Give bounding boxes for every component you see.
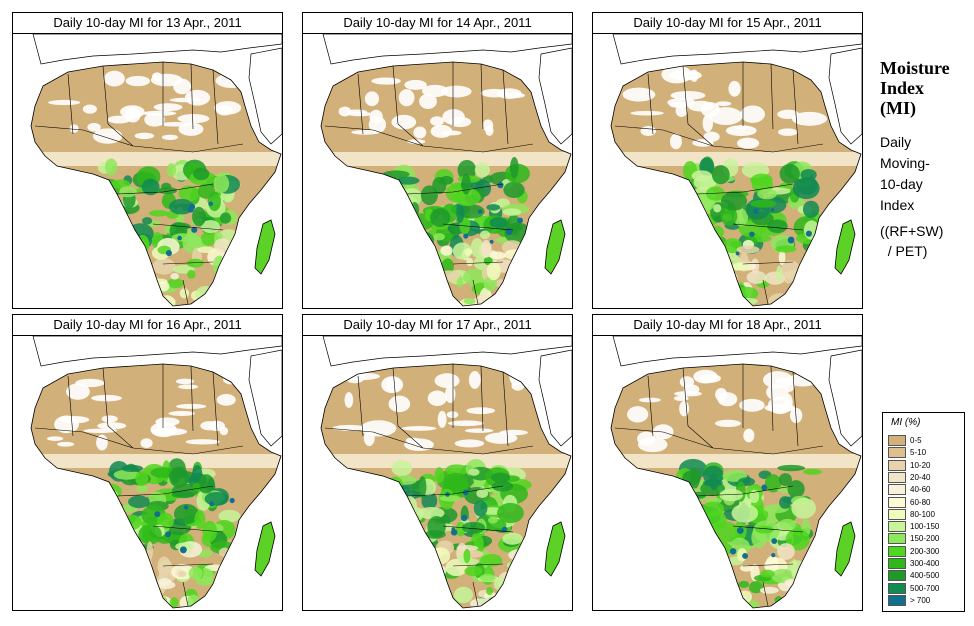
side-desc-line: Index — [880, 197, 915, 213]
side-desc-line: 10-day — [880, 176, 923, 192]
formula-line: ((RF+SW) — [880, 223, 944, 239]
legend-swatch — [888, 594, 906, 606]
africa-map — [12, 335, 283, 611]
side-title-line: Moisture — [880, 58, 950, 78]
legend: MI (%) 0-5 5-10 10-20 20-40 40-60 60-80 80-100… — [882, 412, 965, 612]
panel-title: Daily 10-day MI for 17 Apr., 2011 — [302, 314, 573, 336]
panel-title: Daily 10-day MI for 15 Apr., 2011 — [592, 12, 863, 34]
legend-label: 300-400 — [910, 559, 940, 568]
legend-title: MI (%) — [891, 417, 921, 428]
panel-title: Daily 10-day MI for 14 Apr., 2011 — [302, 12, 573, 34]
side-description: Daily Moving- 10-day Index — [880, 132, 930, 216]
legend-label: 80-100 — [910, 509, 935, 519]
side-title-line: Index — [880, 78, 925, 98]
africa-map — [302, 33, 573, 309]
formula-line: / PET) — [880, 243, 928, 259]
panel-title: Daily 10-day MI for 16 Apr., 2011 — [12, 314, 283, 336]
legend-label: 40-60 — [910, 485, 931, 495]
legend-swatch — [888, 533, 906, 545]
legend-item: 80-100 — [888, 508, 962, 520]
legend-swatch — [888, 459, 906, 471]
moisture-map — [30, 336, 282, 609]
legend-swatch — [888, 582, 906, 594]
side-desc-line: Moving- — [880, 155, 930, 171]
legend-item: 60-80 — [888, 496, 962, 508]
legend-item: 100-150 — [888, 521, 962, 533]
panel-title: Daily 10-day MI for 18 Apr., 2011 — [592, 314, 863, 336]
map-panel-16-apr: Daily 10-day MI for 16 Apr., 2011 — [12, 314, 283, 611]
moisture-map — [610, 336, 862, 609]
map-panel-15-apr: Daily 10-day MI for 15 Apr., 2011 — [592, 12, 863, 309]
legend-label: 200-300 — [910, 546, 940, 556]
legend-swatch — [888, 484, 906, 496]
legend-label: 5-10 — [910, 448, 927, 458]
legend-item: 40-60 — [888, 484, 962, 496]
legend-label: 150-200 — [910, 534, 940, 544]
legend-item: 200-300 — [888, 545, 962, 557]
legend-label: 500-700 — [910, 583, 940, 593]
legend-swatch — [888, 435, 906, 446]
legend-label: 20-40 — [910, 472, 931, 482]
moisture-map — [320, 336, 572, 609]
africa-map — [592, 335, 863, 611]
legend-item: 5-10 — [888, 447, 962, 459]
side-title-line: (MI) — [880, 98, 916, 118]
legend-swatch — [888, 570, 906, 582]
legend-item: 0-5 — [888, 435, 962, 446]
map-panel-17-apr: Daily 10-day MI for 17 Apr., 2011 — [302, 314, 573, 611]
legend-item: 10-20 — [888, 459, 962, 471]
legend-label: 400-500 — [910, 571, 940, 581]
legend-label: 10-20 — [910, 460, 931, 470]
map-panel-13-apr: Daily 10-day MI for 13 Apr., 2011 — [12, 12, 283, 309]
legend-item: 400-500 — [888, 570, 962, 582]
map-panel-18-apr: Daily 10-day MI for 18 Apr., 2011 — [592, 314, 863, 611]
legend-item: > 700 — [888, 594, 962, 606]
legend-swatch — [888, 508, 906, 520]
legend-swatch — [888, 521, 906, 533]
legend-label: 60-80 — [910, 497, 931, 507]
legend-swatch — [888, 545, 906, 557]
legend-swatch — [888, 447, 906, 459]
legend-item: 150-200 — [888, 533, 962, 545]
moisture-map — [30, 34, 282, 307]
legend-swatch — [888, 471, 906, 483]
moisture-map — [610, 34, 862, 307]
legend-item: 500-700 — [888, 582, 962, 594]
legend-swatch — [888, 496, 906, 508]
legend-item: 300-400 — [888, 558, 962, 569]
africa-map — [302, 335, 573, 611]
side-formula: ((RF+SW) / PET) — [880, 221, 943, 261]
legend-label: > 700 — [910, 595, 931, 605]
legend-item: 20-40 — [888, 471, 962, 483]
legend-label: 100-150 — [910, 522, 940, 532]
africa-map — [592, 33, 863, 309]
map-panel-14-apr: Daily 10-day MI for 14 Apr., 2011 — [302, 12, 573, 309]
moisture-map — [320, 34, 572, 307]
legend-label: 0-5 — [910, 436, 922, 445]
panel-title: Daily 10-day MI for 13 Apr., 2011 — [12, 12, 283, 34]
side-desc-line: Daily — [880, 134, 912, 150]
side-title: Moisture Index (MI) — [880, 58, 950, 118]
legend-swatch — [888, 558, 906, 569]
africa-map — [12, 33, 283, 309]
